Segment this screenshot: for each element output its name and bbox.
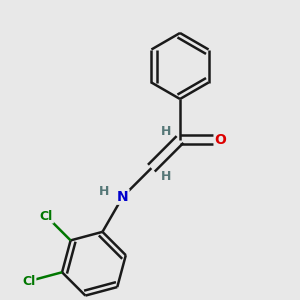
Text: Cl: Cl	[40, 209, 53, 223]
Text: O: O	[214, 133, 226, 146]
Text: H: H	[99, 185, 109, 198]
Text: H: H	[160, 170, 171, 183]
Text: H: H	[160, 125, 171, 138]
Text: Cl: Cl	[22, 275, 35, 288]
Text: N: N	[117, 190, 128, 204]
